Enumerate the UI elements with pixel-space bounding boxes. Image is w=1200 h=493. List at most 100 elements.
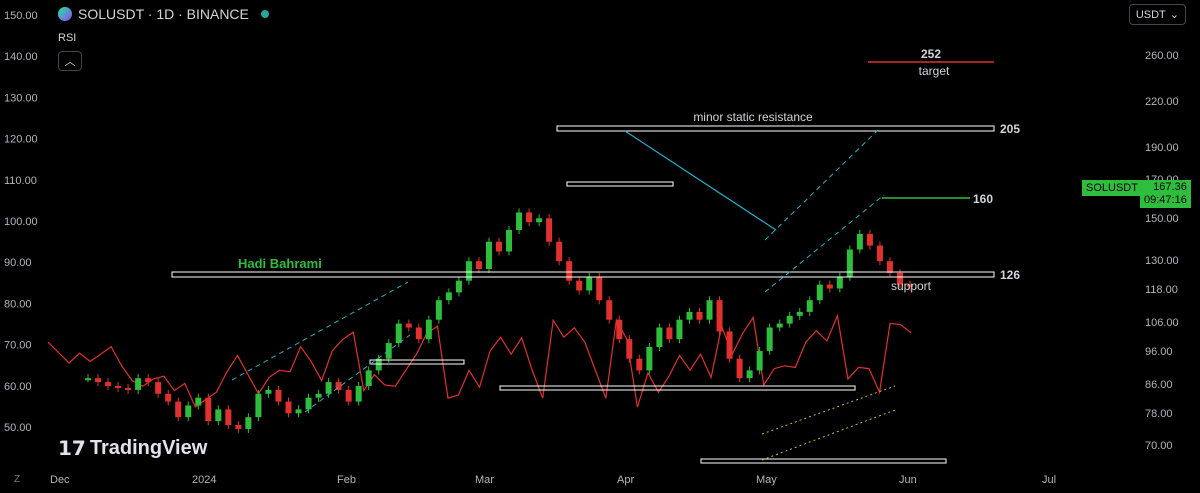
time-axis-tick: Apr xyxy=(617,474,634,486)
right-axis-tick: 190.00 xyxy=(1145,142,1179,154)
candle-body xyxy=(576,280,583,291)
bar-countdown: 09:47:16 xyxy=(1144,194,1187,206)
candle-body xyxy=(315,393,322,398)
channel-lower-2 xyxy=(304,334,411,413)
right-axis: 260.00220.00190.00170.00150.00130.00118.… xyxy=(1145,50,1179,452)
candle-body xyxy=(526,212,533,223)
right-axis-tick: 130.00 xyxy=(1145,255,1179,267)
symbol-title: SOLUSDT · 1D · BINANCE xyxy=(78,6,249,22)
right-axis-tick: 96.00 xyxy=(1145,346,1173,358)
rsi-channel-lower xyxy=(761,409,896,461)
candle-body xyxy=(666,327,673,340)
channel-upper-2 xyxy=(231,281,409,381)
candle-body xyxy=(105,382,112,386)
candle-body xyxy=(465,261,472,281)
candle-body xyxy=(305,397,312,410)
candle-body xyxy=(696,311,703,320)
right-axis-tick: 78.00 xyxy=(1145,408,1173,420)
rsi-line xyxy=(47,313,912,408)
candle-body xyxy=(516,212,523,230)
candle-body xyxy=(265,389,272,394)
candle-body xyxy=(425,319,432,340)
candle-body xyxy=(375,358,382,371)
currency-select[interactable]: USDT ⌄ xyxy=(1128,4,1186,25)
target-label: target xyxy=(919,64,950,78)
tradingview-watermark: 𝟭𝟳 TradingView xyxy=(58,436,207,461)
candle-body xyxy=(485,241,492,269)
candle-body xyxy=(896,272,903,285)
candle-body xyxy=(706,300,713,320)
candle-body xyxy=(496,241,502,252)
candle-body xyxy=(455,280,462,293)
time-axis-tick: 2024 xyxy=(192,474,216,486)
rsi-support-box xyxy=(700,458,947,464)
left-axis-tick: 60.00 xyxy=(4,381,32,393)
candle-body xyxy=(365,370,372,386)
candle-body xyxy=(846,249,853,277)
currency-label: USDT xyxy=(1135,8,1166,21)
support-label: support xyxy=(891,279,932,293)
candle-body xyxy=(405,323,412,328)
price-tag-symbol: SOLUSDT xyxy=(1082,180,1142,196)
candle-body xyxy=(475,261,482,269)
candle-body xyxy=(636,358,643,371)
downtrend-line xyxy=(624,130,777,231)
time-axis: Dec 2024 Feb Mar Apr May Jun Jul xyxy=(50,474,1056,486)
candle-body xyxy=(165,393,172,402)
price-tag-value: 167.36 09:47:16 xyxy=(1140,180,1191,208)
solana-logo-icon xyxy=(58,7,72,21)
candle-body xyxy=(596,276,603,301)
watermark-text: TradingView xyxy=(89,437,208,459)
left-axis-tick: 110.00 xyxy=(4,175,37,187)
candle-body xyxy=(816,284,823,301)
candle-body xyxy=(766,327,773,351)
candle-body xyxy=(716,300,723,332)
right-axis-tick: 70.00 xyxy=(1145,440,1173,452)
candle-body xyxy=(205,397,212,422)
candle-body xyxy=(285,401,292,414)
right-axis-tick: 86.00 xyxy=(1145,379,1173,391)
candle-body xyxy=(415,327,422,340)
candle-body xyxy=(295,409,302,414)
rsi-channel-upper xyxy=(761,385,896,435)
candle-body xyxy=(756,350,763,371)
time-axis-tick: Dec xyxy=(50,474,70,486)
channel-lower xyxy=(764,194,885,293)
support-value: 126 xyxy=(1000,268,1020,282)
timezone-button[interactable]: Z xyxy=(14,474,21,485)
left-axis-tick: 50.00 xyxy=(4,422,32,434)
candle-body xyxy=(536,218,543,223)
resistance-value: 205 xyxy=(1000,122,1020,136)
time-axis-tick: Mar xyxy=(475,474,494,486)
collapse-indicators-button[interactable]: ︿ xyxy=(58,51,82,71)
time-axis-tick: Feb xyxy=(337,474,356,486)
candle-body xyxy=(616,319,623,340)
candle-body xyxy=(235,425,242,429)
candle-body xyxy=(245,417,252,429)
candle-body xyxy=(796,311,803,316)
candle-body xyxy=(145,378,152,383)
candle-body xyxy=(626,339,633,359)
candle-body xyxy=(255,393,262,418)
candle-body xyxy=(556,241,563,262)
resistance-zone xyxy=(556,125,995,132)
candle-body xyxy=(355,386,362,402)
candle-body xyxy=(125,387,132,390)
lower-box xyxy=(369,359,465,365)
candle-body xyxy=(907,284,913,287)
left-axis-tick: 90.00 xyxy=(4,257,32,269)
rsi-resistance-box xyxy=(499,385,856,391)
candle-body xyxy=(445,292,452,301)
resistance-label: minor static resistance xyxy=(693,110,813,124)
candle-body xyxy=(586,276,593,291)
left-axis-tick: 100.00 xyxy=(4,216,38,228)
author-label: Hadi Bahrami xyxy=(238,256,322,271)
candle-body xyxy=(135,378,142,390)
candle-body xyxy=(115,386,122,388)
left-axis-tick: 140.00 xyxy=(4,51,38,63)
right-axis-tick: 260.00 xyxy=(1145,50,1179,62)
candle-body xyxy=(776,323,783,328)
left-axis-tick: 130.00 xyxy=(4,92,38,104)
left-axis-tick: 150.00 xyxy=(4,10,38,22)
